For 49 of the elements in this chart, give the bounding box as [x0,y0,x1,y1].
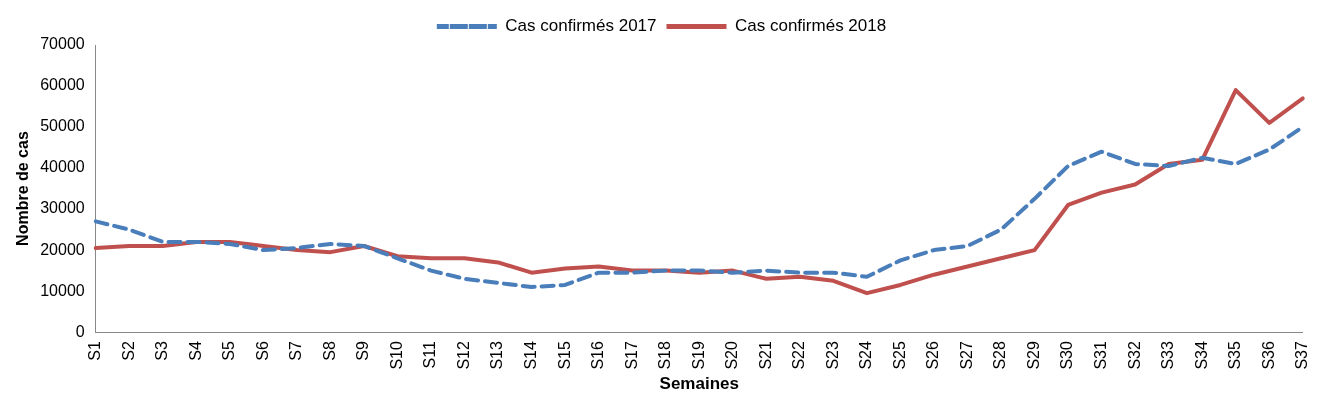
x-tick-label: S7 [287,341,305,361]
x-tick-label: S14 [522,341,539,370]
x-tick-label: S30 [1058,341,1076,370]
x-tick-label: S36 [1259,341,1277,370]
y-tick-label: 30000 [40,199,85,217]
x-tick-label: S26 [924,341,942,370]
x-tick-label: S32 [1125,341,1143,370]
x-tick-label: S24 [857,341,875,370]
x-tick-label: S19 [689,341,707,370]
x-tick-label: S28 [991,341,1009,370]
legend-label: Cas confirmés 2017 [505,16,657,36]
x-tick-label: S31 [1092,341,1110,370]
legend-label: Cas confirmés 2018 [735,16,887,36]
y-axis-title: Nombre de cas [14,131,32,246]
x-tick-label: S34 [1192,341,1210,370]
y-tick-label: 50000 [40,117,85,135]
y-tick-label: 70000 [40,35,85,53]
x-tick-label: S12 [454,341,472,370]
x-tick-label: S16 [589,341,607,370]
x-tick-label: S1 [86,341,104,361]
x-tick-label: S37 [1293,341,1311,370]
x-tick-label: S35 [1226,341,1244,370]
x-tick-label: S17 [622,341,640,370]
x-tick-label: S8 [320,341,338,361]
y-tick-label: 60000 [40,76,85,94]
x-tick-label: S15 [555,341,573,370]
y-tick-label: 40000 [40,158,85,176]
x-axis-title: Semaines [659,374,739,394]
x-tick-label: S11 [421,341,439,369]
x-tick-label: S10 [387,341,405,370]
y-tick-label: 0 [75,322,85,340]
x-tick-label: S22 [790,341,808,370]
x-tick-label: S27 [957,341,975,370]
x-tick-label: S18 [656,341,674,370]
x-tick-label: S4 [186,341,204,361]
x-tick-label: S20 [723,341,741,370]
x-tick-label: S29 [1024,341,1042,370]
x-tick-label: S9 [354,341,372,361]
x-tick-label: S5 [220,341,238,361]
x-tick-label: S13 [488,341,506,370]
x-tick-label: S21 [756,341,774,370]
x-tick-label: S3 [153,341,171,361]
x-tick-label: S25 [890,341,908,370]
x-tick-label: S23 [823,341,841,370]
x-tick-label: S6 [253,341,271,361]
y-tick-label: 10000 [40,281,85,299]
x-tick-label: S2 [119,341,137,361]
x-tick-label: S33 [1159,341,1177,370]
y-tick-label: 20000 [40,240,85,258]
